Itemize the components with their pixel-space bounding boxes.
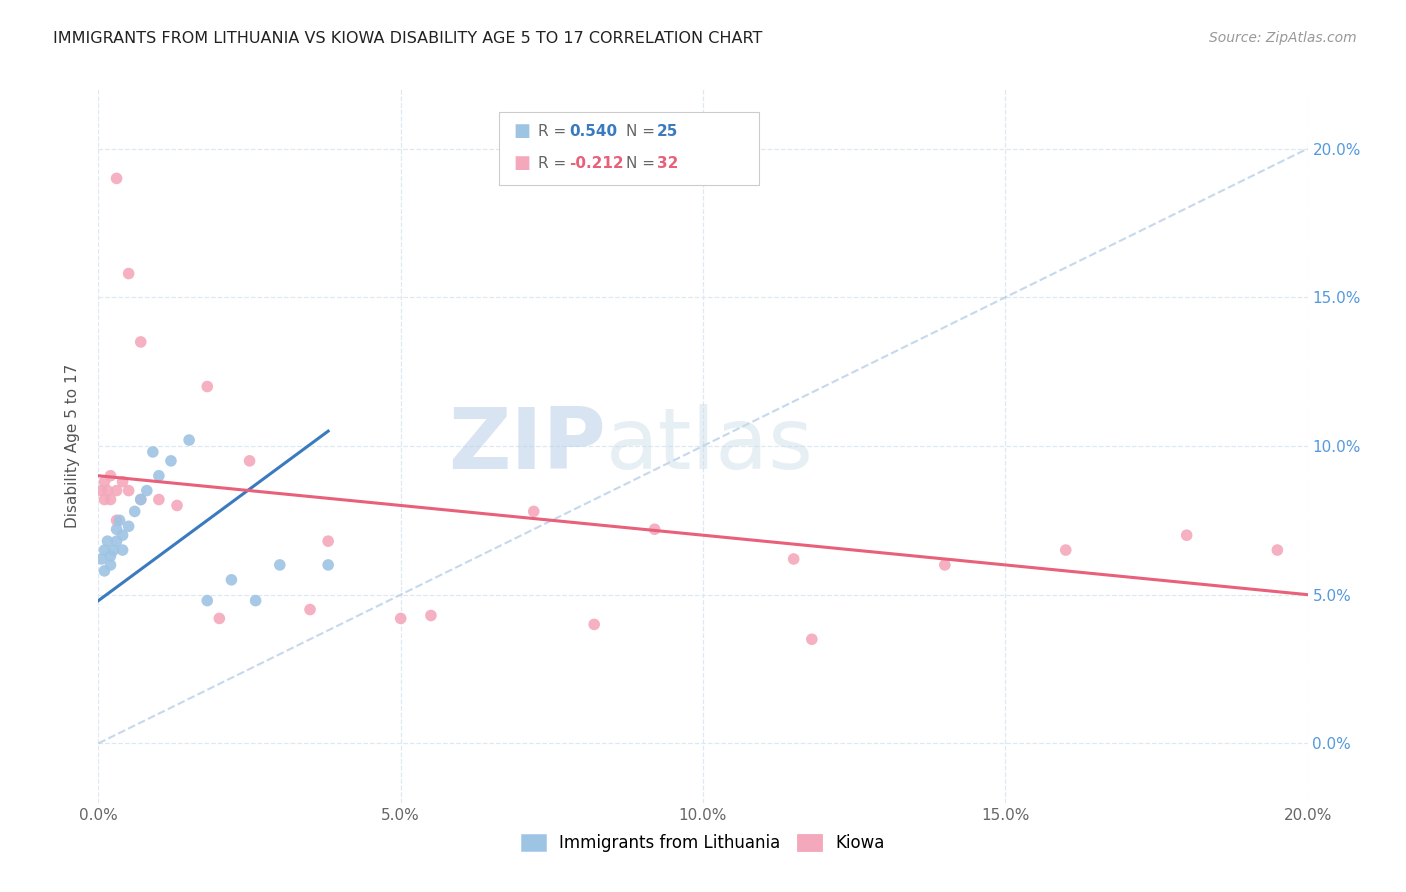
Point bbox=[105, 171, 128, 186]
Text: 0.540: 0.540 bbox=[569, 124, 617, 138]
Point bbox=[800, 632, 823, 647]
Point bbox=[135, 483, 157, 498]
Point bbox=[221, 573, 243, 587]
Point bbox=[269, 558, 291, 572]
Point bbox=[129, 334, 152, 349]
Point bbox=[111, 475, 134, 489]
Point bbox=[90, 483, 112, 498]
Text: atlas: atlas bbox=[606, 404, 814, 488]
Point bbox=[142, 445, 165, 459]
Point bbox=[245, 593, 267, 607]
Point bbox=[93, 475, 115, 489]
Point bbox=[105, 522, 128, 536]
Point bbox=[100, 468, 122, 483]
Text: ZIP: ZIP bbox=[449, 404, 606, 488]
Point bbox=[118, 519, 141, 533]
Text: N =: N = bbox=[626, 156, 659, 170]
Point bbox=[93, 564, 115, 578]
Point bbox=[148, 468, 170, 483]
Point bbox=[160, 454, 183, 468]
Point bbox=[166, 499, 188, 513]
Point bbox=[316, 534, 339, 549]
Point bbox=[100, 558, 122, 572]
Point bbox=[93, 492, 115, 507]
Point bbox=[389, 611, 412, 625]
Point bbox=[1175, 528, 1198, 542]
Point bbox=[100, 549, 122, 563]
Text: N =: N = bbox=[626, 124, 659, 138]
Point bbox=[111, 543, 134, 558]
Text: R =: R = bbox=[538, 124, 572, 138]
Text: -0.212: -0.212 bbox=[569, 156, 624, 170]
Point bbox=[96, 483, 118, 498]
Point bbox=[934, 558, 956, 572]
Point bbox=[118, 267, 141, 281]
Point bbox=[111, 528, 134, 542]
Text: 32: 32 bbox=[657, 156, 678, 170]
Text: ■: ■ bbox=[513, 122, 530, 140]
Text: IMMIGRANTS FROM LITHUANIA VS KIOWA DISABILITY AGE 5 TO 17 CORRELATION CHART: IMMIGRANTS FROM LITHUANIA VS KIOWA DISAB… bbox=[53, 31, 763, 46]
Point bbox=[124, 504, 146, 518]
Point bbox=[148, 492, 170, 507]
Point bbox=[783, 552, 806, 566]
Point bbox=[96, 534, 118, 549]
Point bbox=[108, 513, 131, 527]
Text: R =: R = bbox=[538, 156, 572, 170]
Point bbox=[523, 504, 546, 518]
Y-axis label: Disability Age 5 to 17: Disability Age 5 to 17 bbox=[65, 364, 80, 528]
Text: 25: 25 bbox=[657, 124, 678, 138]
Point bbox=[90, 552, 112, 566]
Point bbox=[105, 534, 128, 549]
Point bbox=[583, 617, 606, 632]
Point bbox=[299, 602, 322, 616]
Point bbox=[208, 611, 231, 625]
Text: Source: ZipAtlas.com: Source: ZipAtlas.com bbox=[1209, 31, 1357, 45]
Point bbox=[179, 433, 201, 447]
Point bbox=[129, 492, 152, 507]
Point bbox=[195, 379, 218, 393]
Point bbox=[1267, 543, 1289, 558]
Point bbox=[420, 608, 443, 623]
Point bbox=[239, 454, 262, 468]
Point bbox=[195, 593, 218, 607]
Point bbox=[129, 492, 152, 507]
Legend: Immigrants from Lithuania, Kiowa: Immigrants from Lithuania, Kiowa bbox=[515, 827, 891, 859]
Point bbox=[103, 543, 125, 558]
Point bbox=[93, 543, 115, 558]
Point bbox=[105, 483, 128, 498]
Point bbox=[105, 513, 128, 527]
Point bbox=[100, 492, 122, 507]
Point bbox=[1054, 543, 1077, 558]
Point bbox=[316, 558, 339, 572]
Point bbox=[118, 483, 141, 498]
Text: ■: ■ bbox=[513, 154, 530, 172]
Point bbox=[644, 522, 666, 536]
